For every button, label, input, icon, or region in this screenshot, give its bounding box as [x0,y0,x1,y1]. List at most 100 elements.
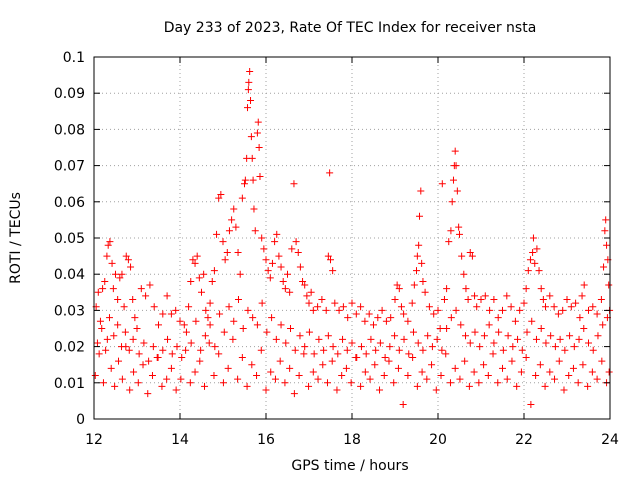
data-point [333,386,341,394]
data-point [178,353,186,361]
data-point [376,339,384,347]
data-point [213,230,221,238]
data-point [137,285,145,293]
data-point [329,343,337,351]
data-point [395,346,403,354]
data-point [186,379,194,387]
data-point [211,343,219,351]
data-point [481,292,489,300]
data-point [446,379,454,387]
data-point [585,339,592,347]
data-point [243,382,251,390]
data-point [451,147,459,155]
data-point [277,321,285,329]
data-point [580,325,588,332]
data-point [380,372,388,380]
data-point [219,379,227,387]
data-point [393,281,401,289]
y-tick-label: 0.01 [54,376,85,392]
data-point [291,346,299,354]
data-point [550,303,558,311]
data-point [485,321,493,329]
data-point [569,364,577,372]
data-point [122,252,130,260]
data-point [234,296,242,304]
data-point [508,357,516,365]
data-point [118,375,126,383]
data-point [319,361,327,369]
data-point [416,212,424,220]
data-point [248,361,256,369]
data-point [357,382,365,390]
data-point [385,357,393,365]
data-point [391,332,399,340]
data-point [504,332,512,340]
data-point [103,335,111,343]
data-point [452,306,460,314]
data-point [225,227,233,235]
data-point [172,306,180,314]
data-point [601,227,609,235]
data-point [310,350,318,358]
data-point [424,332,432,340]
data-point [159,310,167,318]
data-point [605,281,613,289]
data-point [230,205,238,213]
data-point [378,306,386,314]
data-point [409,353,417,361]
data-point [589,303,597,311]
data-point [533,245,541,253]
data-point [357,303,365,311]
data-point [442,350,450,358]
data-point [271,375,279,383]
data-point [559,306,567,314]
data-point [494,379,502,387]
data-point [94,288,102,296]
data-point [305,299,313,307]
data-point [217,191,225,199]
data-point [300,350,308,358]
data-point [348,299,356,307]
data-point [324,332,332,340]
data-point [249,314,257,322]
data-point [600,263,608,271]
data-point [361,368,369,376]
data-point [206,321,214,329]
data-point [430,310,438,318]
data-point [318,296,326,304]
data-point [452,162,460,170]
x-tick-label: 20 [429,432,447,448]
data-point [129,296,137,304]
data-point [499,364,506,372]
y-tick-label: 0.05 [54,231,85,247]
y-tick-label: 0.06 [54,195,85,211]
data-point [258,234,266,242]
data-point [365,310,373,318]
data-point [338,372,346,380]
data-point [126,386,134,394]
data-point [210,372,218,380]
data-point [394,364,402,372]
data-point [395,285,403,293]
data-point [372,346,380,354]
y-tick-label: 0 [76,412,85,428]
x-tick-label: 24 [601,432,619,448]
data-point [465,382,473,390]
data-point [140,339,148,347]
data-point [428,361,436,369]
data-point [490,296,498,304]
data-point [477,296,485,304]
data-point [602,216,610,224]
data-point [104,241,112,249]
data-point [149,343,157,351]
data-point [107,364,115,372]
data-point [256,172,264,180]
data-point [597,296,605,304]
axis-ticks [93,56,611,420]
data-point [399,401,407,409]
data-point [146,281,154,289]
data-point [320,346,328,354]
data-point [150,303,158,311]
data-point [514,335,522,343]
data-point [273,230,281,238]
